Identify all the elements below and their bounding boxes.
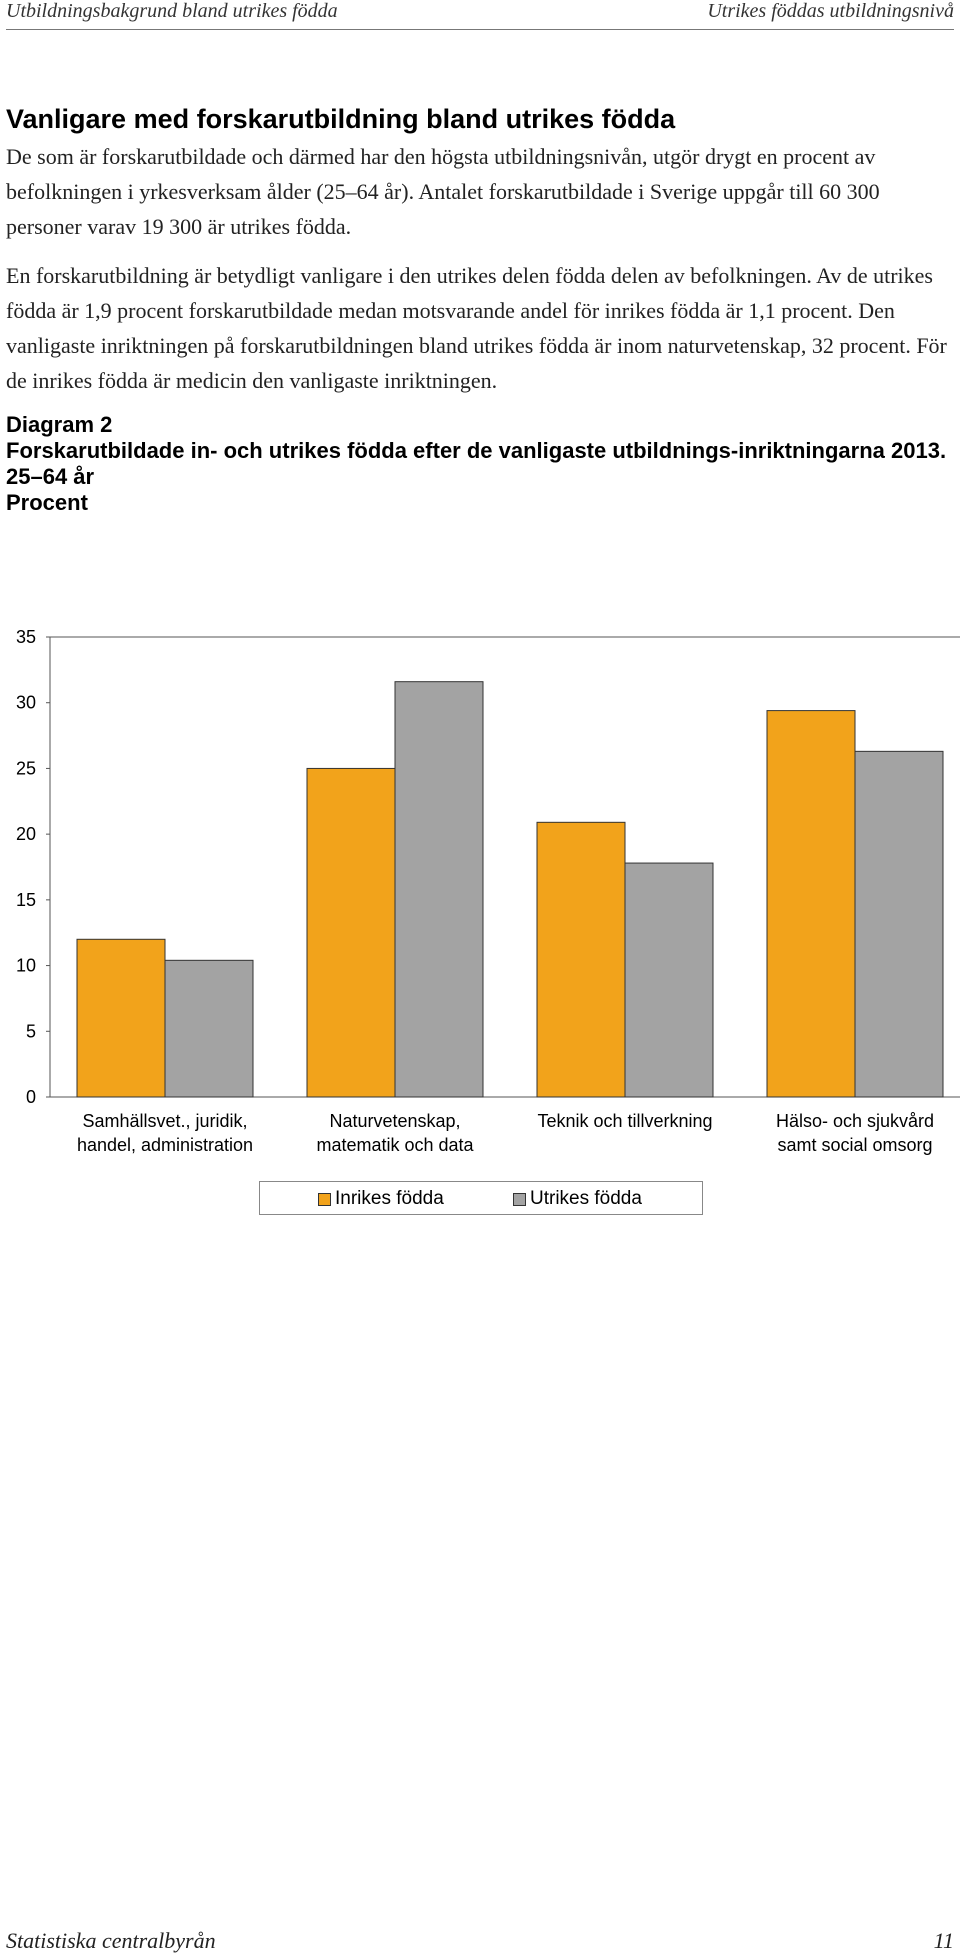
paragraph-1: De som är forskarutbildade och därmed ha… bbox=[6, 144, 880, 239]
bar-utrikes bbox=[394, 681, 484, 1098]
y-tick-label: 15 bbox=[16, 890, 36, 910]
x-category-label: Teknik och tillverkning bbox=[537, 1111, 712, 1131]
bar-inrikes bbox=[76, 938, 166, 1098]
running-header: Utbildningsbakgrund bland utrikes födda … bbox=[6, 0, 954, 28]
y-tick-label: 0 bbox=[26, 1087, 36, 1107]
diagram-title: Forskarutbildade in- och utrikes födda e… bbox=[6, 438, 947, 489]
running-header-left: Utbildningsbakgrund bland utrikes födda bbox=[6, 0, 338, 22]
section-title: Vanligare med forskarutbildning bland ut… bbox=[6, 104, 676, 134]
legend-label-inrikes: Inrikes födda bbox=[335, 1188, 444, 1209]
y-tick-label: 10 bbox=[16, 956, 36, 976]
y-tick-label: 5 bbox=[26, 1021, 36, 1041]
y-tick-label: 20 bbox=[16, 824, 36, 844]
legend-item-utrikes: Utrikes födda bbox=[513, 1188, 642, 1210]
legend-label-utrikes: Utrikes födda bbox=[530, 1188, 642, 1209]
x-category-label: Samhällsvet., juridik, handel, administra… bbox=[77, 1111, 253, 1155]
bar-utrikes bbox=[164, 959, 254, 1098]
y-tick-label: 35 bbox=[16, 627, 36, 647]
x-category-label: Naturvetenskap, matematik och data bbox=[316, 1111, 474, 1155]
bar-utrikes bbox=[854, 750, 944, 1098]
footer-page-number: 11 bbox=[933, 1928, 954, 1953]
bar-utrikes bbox=[624, 862, 714, 1098]
bar-chart: 0 5 10 15 20 25 30 35 Samhällsvet., juridik, hand… bbox=[16, 627, 960, 1155]
bar-inrikes bbox=[306, 767, 396, 1098]
paragraph-2: En forskarutbildning är betydligt vanlig… bbox=[6, 263, 947, 393]
y-tick-label: 25 bbox=[16, 758, 36, 778]
diagram-label: Diagram 2 bbox=[6, 412, 113, 437]
running-header-right: Utrikes föddas utbildningsnivå bbox=[707, 0, 954, 22]
legend-swatch-inrikes bbox=[318, 1192, 331, 1206]
header-rule bbox=[6, 29, 954, 30]
bar-inrikes bbox=[536, 821, 626, 1098]
diagram-unit: Procent bbox=[6, 490, 88, 515]
page-footer: Statistiska centralbyrån 11 bbox=[6, 1928, 954, 1954]
y-tick-label: 30 bbox=[16, 693, 36, 713]
legend-item-inrikes: Inrikes födda bbox=[318, 1188, 444, 1210]
plot-frame bbox=[49, 636, 960, 1098]
x-category-label: Hälso- och sjukvård samt social omsorg bbox=[776, 1111, 934, 1155]
chart-legend: Inrikes födda Utrikes födda bbox=[259, 1181, 703, 1215]
footer-publisher: Statistiska centralbyrån bbox=[6, 1928, 216, 1953]
bar-inrikes bbox=[766, 710, 856, 1098]
legend-swatch-utrikes bbox=[513, 1192, 526, 1206]
article: Vanligare med forskarutbildning bland ut… bbox=[6, 104, 956, 516]
